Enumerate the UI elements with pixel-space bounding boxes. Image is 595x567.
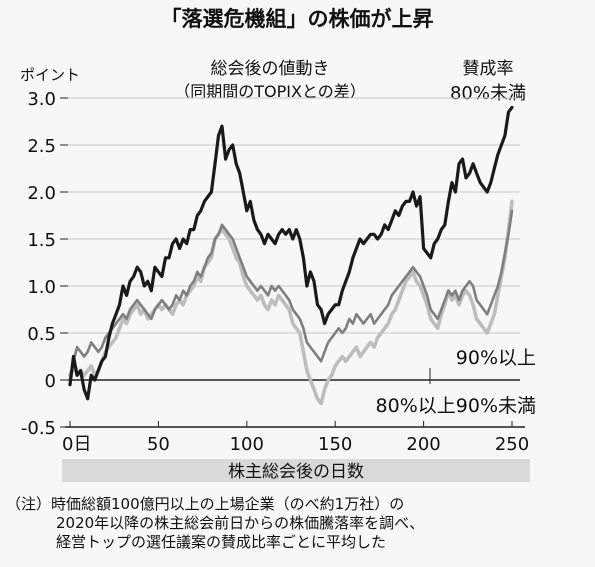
y-tick-label: -0.5: [21, 418, 56, 439]
y-tick-label: 2.5: [27, 136, 56, 157]
footnote-line3: 経営トップの選任議案の賛成比率ごとに平均した: [56, 533, 387, 551]
y-tick-label: 2.0: [27, 183, 56, 204]
series-lines: [68, 105, 514, 406]
footnote: （注）時価総額100億円以上の上場企業（のべ約1万社）の 2020年以降の株主総…: [6, 495, 591, 552]
footnote-line2: 2020年以降の株主総会前日からの株価騰落率を調べ、: [56, 514, 425, 532]
x-tick-label: 50: [147, 434, 170, 455]
x-axis-ticks: 0日 50 100 150 200 250: [62, 421, 529, 455]
subtitle-line2: （同期間のTOPIXとの差）: [174, 82, 366, 101]
y-tick-label: 1.0: [27, 277, 56, 298]
x-axis-label: 株主総会後の日数: [228, 462, 364, 482]
series-label-90-over: 90%以上: [456, 347, 536, 369]
x-tick-label: 0日: [62, 434, 91, 455]
series-line-2: [68, 209, 514, 382]
x-tick-label: 200: [406, 434, 440, 455]
y-tick-label: 3.0: [27, 89, 56, 110]
series-label-80-under-line2: 80%未満: [450, 83, 526, 104]
y-axis-label: ポイント: [20, 66, 80, 84]
y-tick-label: 1.5: [27, 230, 56, 251]
series-label-80-90: 80%以上90%未満: [376, 395, 536, 417]
x-axis-label-band: [62, 459, 530, 482]
y-tick-label: 0.5: [27, 324, 56, 345]
subtitle-line1: 総会後の値動き: [211, 59, 330, 79]
x-tick-label: 150: [318, 434, 352, 455]
series-line-0: [68, 105, 514, 401]
y-axis-ticks: 3.0 2.5 2.0 1.5 1.0 0.5 0 -0.5: [21, 89, 68, 439]
footnote-text1: 時価総額100億円以上の上場企業（のべ約1万社）の: [51, 495, 405, 513]
x-tick-label: 250: [495, 434, 529, 455]
footnote-prefix: （注）: [6, 495, 52, 513]
y-tick-label: 0: [45, 371, 56, 392]
x-tick-label: 100: [230, 434, 264, 455]
chart-title: 「落選危機組」の株価が上昇: [161, 7, 434, 31]
footnote-line1: （注）時価総額100億円以上の上場企業（のべ約1万社）の: [6, 495, 591, 514]
series-label-80-under-line1: 賛成率: [463, 59, 514, 79]
